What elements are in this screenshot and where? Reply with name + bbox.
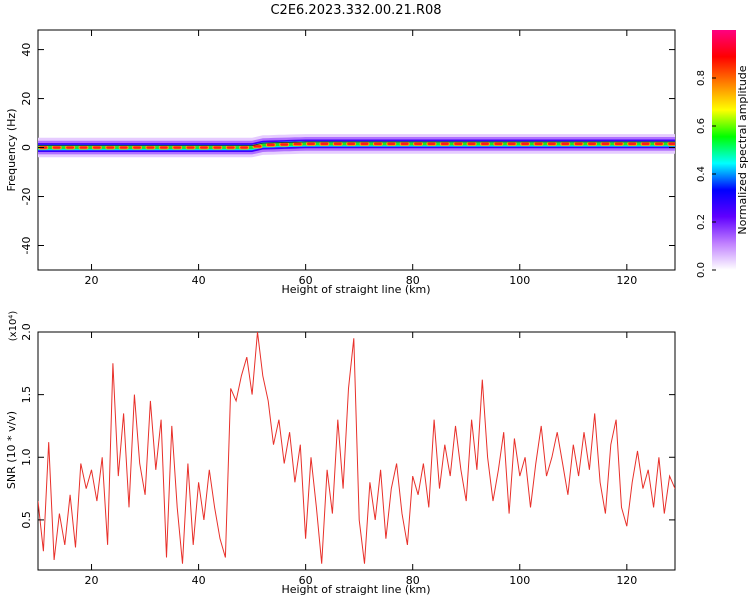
band-peak [534, 142, 543, 146]
band-peak [307, 142, 315, 146]
x-tick-label: 60 [299, 274, 313, 287]
band-peak [480, 142, 489, 146]
band-peak [373, 142, 382, 146]
x-tick-label: 20 [85, 574, 99, 587]
band-peak [601, 142, 610, 146]
band-peak [280, 143, 289, 146]
band-peak [440, 142, 449, 146]
y-tick-label: 0.5 [20, 511, 33, 529]
band-peak [347, 142, 356, 146]
x-tick-label: 60 [299, 574, 313, 587]
x-tick-label: 20 [85, 274, 99, 287]
snr-y-label: SNR (10 * v/v) [5, 411, 18, 489]
band-peak [52, 146, 61, 149]
band-peak [186, 146, 195, 149]
snr-x-label: Height of straight line (km) [281, 583, 430, 596]
spectrogram-band [38, 134, 675, 158]
band-peak [387, 142, 396, 146]
snr-line [38, 332, 675, 564]
band-peak [173, 146, 182, 149]
band-peak [146, 146, 155, 149]
band-peak [454, 142, 463, 146]
band-center-line [38, 141, 675, 146]
band-peak [320, 142, 329, 146]
band-peak [360, 142, 369, 146]
band-peak [507, 142, 516, 146]
band-peak [226, 146, 235, 149]
y-tick-label: 40 [20, 43, 33, 57]
x-tick-label: 80 [406, 574, 420, 587]
band-peak [213, 146, 222, 149]
x-tick-label: 100 [509, 574, 530, 587]
x-tick-label: 120 [616, 274, 637, 287]
y-tick-label: 2.0 [20, 323, 33, 341]
colorbar-tick-label: 0.0 [696, 262, 707, 278]
band-peak [293, 142, 302, 146]
y-tick-label: 20 [20, 92, 33, 106]
colorbar-tick-label: 0.2 [696, 214, 707, 230]
snr-y-ticks: 0.5 1.0 1.5 2.0 [20, 323, 675, 529]
x-tick-label: 120 [616, 574, 637, 587]
spectrogram-x-label: Height of straight line (km) [281, 283, 430, 296]
band-peak [547, 142, 556, 146]
y-tick-label: 1.0 [20, 449, 33, 467]
band-peak [574, 142, 583, 146]
band-peak [414, 142, 423, 146]
colorbar: 0.0 0.2 0.4 0.6 0.8 Normalized spectral ampl… [696, 30, 749, 278]
y-tick-label: 1.5 [20, 386, 33, 404]
y-tick-label: -40 [20, 237, 33, 255]
spectrogram-x-ticks: 20 40 60 80 100 120 [85, 30, 637, 287]
band-peak [641, 142, 650, 146]
x-tick-label: 40 [192, 274, 206, 287]
band-peak [614, 142, 623, 146]
colorbar-tick-label: 0.4 [696, 166, 707, 182]
band-peak [119, 146, 128, 149]
spectrogram-plot: 20 40 60 80 100 120 -40 -20 0 20 40 Height of str… [5, 29, 676, 296]
colorbar-tick-label: 0.6 [696, 118, 707, 134]
y-tick-label: 0 [20, 144, 33, 151]
x-tick-label: 40 [192, 574, 206, 587]
band-peak [159, 146, 168, 149]
y-tick-label: -20 [20, 188, 33, 206]
band-peak [240, 146, 249, 149]
band-peak [133, 146, 142, 149]
colorbar-ticks: 0.0 0.2 0.4 0.6 0.8 [696, 70, 716, 278]
band-peak [66, 146, 75, 149]
colorbar-gradient [712, 30, 736, 270]
snr-x-ticks: 20 40 60 80 100 120 [85, 332, 637, 587]
band-peak [400, 142, 409, 146]
band-peak [668, 142, 675, 146]
chart-title: C2E6.2023.332.00.21.R08 [270, 3, 441, 18]
band-peak [266, 143, 275, 147]
band-peak [654, 142, 663, 146]
x-tick-label: 100 [509, 274, 530, 287]
band-peak [561, 142, 570, 146]
band-peak [427, 142, 436, 146]
colorbar-label: Normalized spectral amplitude [736, 65, 749, 234]
spectrogram-y-ticks: -40 -20 0 20 40 [20, 43, 675, 255]
band-peak [106, 146, 115, 149]
x-tick-label: 80 [406, 274, 420, 287]
band-peak [494, 142, 503, 146]
snr-series [38, 332, 675, 564]
colorbar-tick-label: 0.8 [696, 70, 707, 86]
band-peak [333, 142, 342, 146]
snr-y-multiplier: (x10⁴) [8, 311, 19, 342]
band-peak [521, 142, 530, 146]
band-peak [628, 142, 637, 146]
band-peak [92, 146, 101, 149]
band-peak [467, 142, 476, 146]
band-peak [588, 142, 597, 146]
band-peak [253, 145, 262, 148]
snr-plot-frame [37, 331, 676, 571]
band-peak [79, 146, 88, 149]
snr-plot: 20 40 60 80 100 120 0.5 1.0 1.5 2.0 Height of st… [5, 311, 676, 596]
spectrogram-y-label: Frequency (Hz) [5, 109, 18, 192]
band-peak [199, 146, 208, 149]
